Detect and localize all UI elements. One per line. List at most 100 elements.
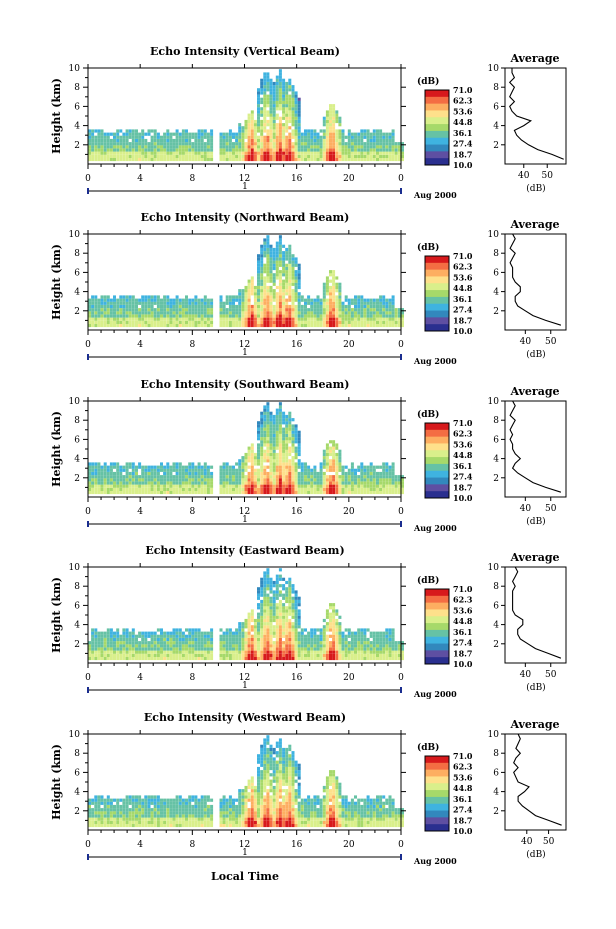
heatmap-cell <box>257 446 260 450</box>
heatmap-cell <box>247 282 251 286</box>
heatmap-cell <box>269 132 273 136</box>
heatmap-cell <box>257 279 260 283</box>
heatmap-cell <box>188 151 192 155</box>
heatmap-cell <box>125 295 129 299</box>
heatmap-cell <box>291 100 295 105</box>
heatmap-cell <box>372 650 376 654</box>
heatmap-cell <box>347 481 351 485</box>
heatmap-cell <box>135 481 138 485</box>
heatmap-cell <box>382 304 386 309</box>
heatmap-cell <box>113 641 116 645</box>
heatmap-cell <box>275 260 279 264</box>
heatmap-cell <box>266 490 270 495</box>
heatmap-cell <box>310 129 314 133</box>
heatmap-cell <box>275 650 279 654</box>
heatmap-cell <box>266 631 270 635</box>
heatmap-cell <box>188 132 192 136</box>
heatmap-cell <box>169 487 173 491</box>
heatmap-cell <box>369 641 373 645</box>
heatmap-cell <box>372 471 376 476</box>
heatmap-cell <box>103 308 107 312</box>
heatmap-cell <box>307 637 311 642</box>
heatmap-cell <box>219 317 223 321</box>
heatmap-cell <box>260 580 264 585</box>
heatmap-cell <box>278 449 282 453</box>
heatmap-cell <box>257 148 260 152</box>
heatmap-cell <box>376 138 379 143</box>
heatmap-cell <box>200 298 204 302</box>
heatmap-cell <box>88 468 91 472</box>
heatmap-cell <box>316 154 320 158</box>
heatmap-cell <box>329 116 332 120</box>
heatmap-cell <box>294 484 298 488</box>
heatmap-cell <box>163 157 167 162</box>
heatmap-cell <box>122 308 126 312</box>
heatmap-cell <box>282 596 286 600</box>
heatmap-cell <box>385 647 389 651</box>
heatmap-cell <box>244 478 248 482</box>
heatmap-cell <box>278 251 282 255</box>
heatmap-cell <box>260 606 264 610</box>
heatmap-cell <box>369 138 373 143</box>
heatmap-cell <box>91 129 95 133</box>
heatmap-cell <box>388 478 392 482</box>
heatmap-cell <box>382 656 386 661</box>
heatmap-cell <box>247 459 251 463</box>
heatmap-cell <box>247 298 251 302</box>
heatmap-cell <box>135 145 138 149</box>
heatmap-cell <box>253 625 257 629</box>
heatmap-cell <box>266 142 270 146</box>
heatmap-cell <box>253 304 257 309</box>
heatmap-cell <box>294 452 298 457</box>
heatmap-cell <box>272 615 276 619</box>
heatmap-cell <box>147 650 151 654</box>
heatmap-cell <box>175 317 179 321</box>
heatmap-cell <box>288 452 292 457</box>
heatmap-cell <box>144 478 148 482</box>
heatmap-cell <box>397 145 401 149</box>
heatmap-cell <box>382 145 386 149</box>
heatmap-cell <box>219 647 223 651</box>
heatmap-cell <box>200 323 204 328</box>
heatmap-cell <box>128 487 132 491</box>
heatmap-cell <box>313 471 317 476</box>
heatmap-cell <box>203 487 207 491</box>
profile-y-tick-label: 4 <box>493 288 499 298</box>
heatmap-cell <box>316 478 320 482</box>
heatmap-cell <box>200 487 204 491</box>
heatmap-cell <box>128 462 132 466</box>
heatmap-cell <box>241 129 245 133</box>
heatmap-cell <box>385 478 389 482</box>
heatmap-cell <box>294 129 298 133</box>
heatmap-cell <box>263 148 267 152</box>
heatmap-cell <box>194 132 198 136</box>
heatmap-cell <box>116 304 120 309</box>
heatmap-cell <box>203 468 207 472</box>
heatmap-cell <box>260 622 264 626</box>
heatmap-cell <box>354 311 357 315</box>
heatmap-cell <box>313 628 317 632</box>
heatmap-cell <box>322 323 326 328</box>
heatmap-cell <box>260 157 264 162</box>
heatmap-cell <box>272 279 276 283</box>
heatmap-cell <box>156 634 160 638</box>
heatmap-cell <box>379 298 383 302</box>
heatmap-cell <box>335 478 339 482</box>
heatmap-cell <box>304 135 307 139</box>
heatmap-cell <box>272 462 276 466</box>
heatmap-cell <box>354 145 357 149</box>
heatmap-cell <box>181 475 185 479</box>
heatmap-cell <box>244 637 248 642</box>
heatmap-cell <box>307 142 311 146</box>
heatmap-cell <box>325 285 329 290</box>
heatmap-cell <box>294 625 298 629</box>
heatmap-cell <box>138 631 142 635</box>
heatmap-cell <box>260 609 264 613</box>
heatmap-cell <box>163 317 167 321</box>
heatmap-cell <box>128 471 132 476</box>
heatmap-cell <box>194 647 198 651</box>
heatmap-cell <box>257 295 260 299</box>
heatmap-cell <box>156 157 160 162</box>
heatmap-cell <box>263 634 267 638</box>
heatmap-cell <box>285 609 289 613</box>
